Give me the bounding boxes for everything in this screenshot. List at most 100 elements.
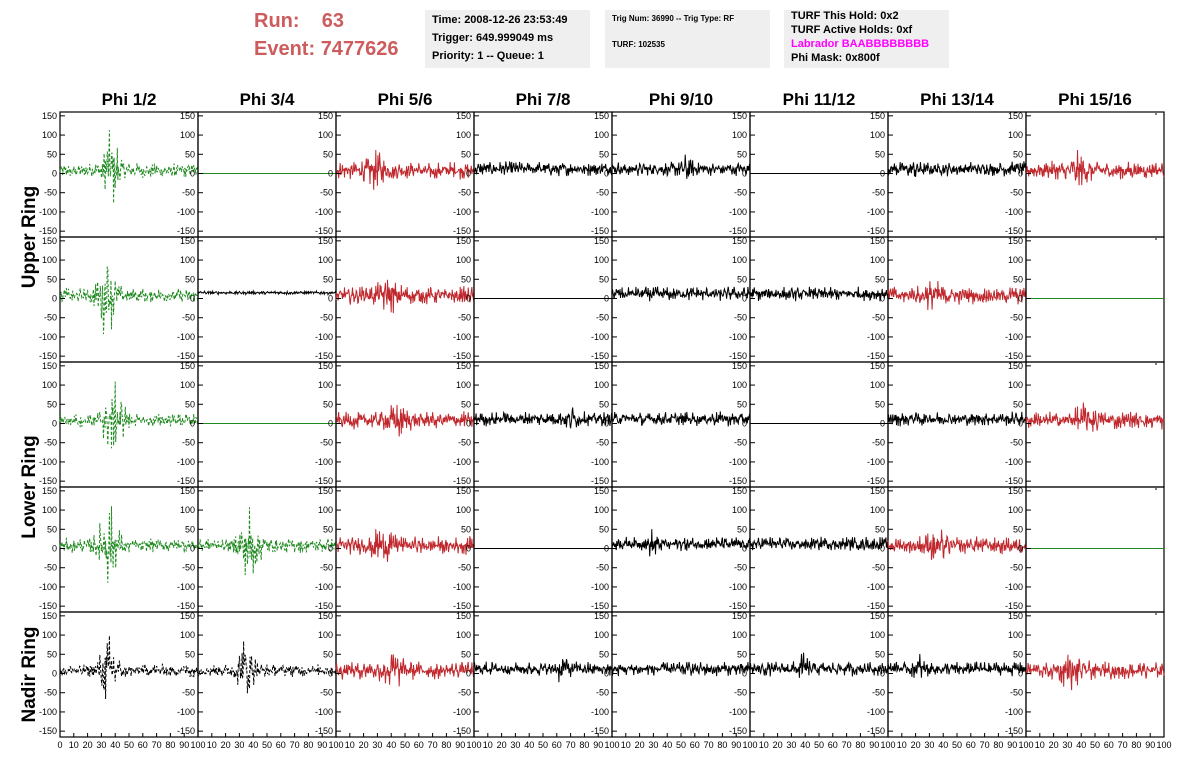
waveform-trace	[749, 652, 889, 678]
waveform-panel-r4-c2: 150 100 50 0 -50 -100 -150	[177, 486, 337, 613]
y-tick-label: 100	[318, 255, 333, 265]
y-tick-label: 50	[185, 399, 195, 409]
panel-frame	[473, 361, 613, 488]
y-tick-label: 100	[1008, 505, 1023, 515]
waveform-trace	[197, 641, 337, 694]
panel-frame	[1025, 236, 1165, 363]
x-tick-label: 70	[1118, 740, 1128, 750]
waveform-panel-r1-c4: 150 100 50 0 -50 -100 -150	[453, 111, 613, 238]
y-tick-label: 100	[594, 130, 609, 140]
y-tick-label: 150	[42, 236, 57, 246]
waveform-panel-r3-c6: 150 100 50 0 -50 -100 -150	[729, 361, 889, 488]
y-tick-label: 0	[466, 419, 471, 429]
trigger-time: Trigger: 649.999049 ms	[432, 32, 554, 44]
waveform-panel-r2-c8: 150 100 50 0 -50 -100 -150	[1005, 236, 1165, 363]
y-tick-label: -100	[867, 707, 885, 717]
y-tick-label: -50	[872, 313, 885, 323]
y-tick-label: 0	[880, 169, 885, 179]
y-tick-label: 0	[52, 169, 57, 179]
y-tick-label: -50	[1010, 563, 1023, 573]
y-tick-label: -50	[872, 438, 885, 448]
y-tick-label: 100	[318, 380, 333, 390]
y-tick-label: -100	[453, 707, 471, 717]
x-tick-label: 20	[635, 740, 645, 750]
x-tick-label: 20	[911, 740, 921, 750]
x-tick-label: 90	[593, 740, 603, 750]
x-tick-label: 80	[165, 740, 175, 750]
y-tick-label: 0	[52, 419, 57, 429]
panel-frame	[473, 236, 613, 363]
y-tick-label: 100	[594, 505, 609, 515]
y-tick-label: 100	[870, 130, 885, 140]
y-tick-label: -150	[1005, 601, 1023, 611]
x-tick-label: 100	[1018, 740, 1033, 750]
y-tick-label: 0	[328, 544, 333, 554]
y-tick-label: 150	[870, 486, 885, 496]
y-tick-label: -100	[315, 332, 333, 342]
y-tick-label: 150	[456, 486, 471, 496]
y-tick-label: 0	[466, 669, 471, 679]
y-tick-label: 0	[190, 669, 195, 679]
x-tick-label: 90	[455, 740, 465, 750]
x-tick-label: 50	[814, 740, 824, 750]
y-tick-label: 100	[594, 630, 609, 640]
y-tick-label: -100	[315, 457, 333, 467]
y-tick-label: -50	[44, 438, 57, 448]
waveform-panel-r2-c5: 150 100 50 0 -50 -100 -150	[591, 236, 751, 363]
y-tick-label: 0	[742, 419, 747, 429]
y-tick-label: -150	[867, 226, 885, 236]
y-tick-label: 0	[604, 419, 609, 429]
waveform-panel-r5-c7: 150 100 50 0 -50 -100 -150	[867, 611, 1027, 738]
y-tick-label: -100	[591, 707, 609, 717]
y-tick-label: 0	[52, 544, 57, 554]
y-tick-label: 0	[880, 669, 885, 679]
panel-frame	[59, 611, 199, 738]
y-tick-label: 100	[732, 630, 747, 640]
y-tick-label: -100	[177, 457, 195, 467]
y-tick-label: -50	[872, 688, 885, 698]
y-tick-label: 50	[1013, 524, 1023, 534]
y-tick-label: 150	[732, 111, 747, 121]
y-tick-label: -50	[734, 313, 747, 323]
y-tick-label: 50	[599, 649, 609, 659]
y-tick-label: 0	[190, 169, 195, 179]
waveform-trace	[197, 289, 337, 296]
y-tick-label: 50	[461, 274, 471, 284]
x-tick-label: 50	[1090, 740, 1100, 750]
y-tick-label: -50	[1010, 313, 1023, 323]
waveform-panel-r4-c3: 150 100 50 0 -50 -100 -150	[315, 486, 475, 613]
y-tick-label: -100	[177, 207, 195, 217]
y-tick-label: 100	[1008, 630, 1023, 640]
y-tick-label: 50	[1013, 149, 1023, 159]
x-tick-label: 40	[248, 740, 258, 750]
y-tick-label: -150	[591, 726, 609, 736]
turf-id: TURF: 102535	[612, 40, 665, 49]
y-tick-label: 100	[180, 505, 195, 515]
panel-frame	[197, 361, 337, 488]
y-tick-label: 150	[180, 611, 195, 621]
y-tick-label: -50	[44, 313, 57, 323]
panel-frame	[59, 111, 199, 238]
y-tick-label: 150	[456, 236, 471, 246]
x-tick-label: 40	[524, 740, 534, 750]
x-tick-label: 70	[704, 740, 714, 750]
y-tick-label: 50	[323, 524, 333, 534]
trigger-info-box: Trig Num: 36990 -- Trig Type: RF TURF: 1…	[605, 10, 770, 68]
y-tick-label: 0	[742, 544, 747, 554]
panel-frame	[749, 111, 889, 238]
event-time-info-box: Time: 2008-12-26 23:53:49 Trigger: 649.9…	[425, 10, 590, 68]
x-tick-label: 100	[190, 740, 205, 750]
y-tick-label: -50	[320, 313, 333, 323]
y-tick-label: -150	[1005, 351, 1023, 361]
waveform-panel-r5-c2: 150 100 50 0 -50 -100 -150	[177, 611, 337, 738]
y-tick-label: 150	[318, 236, 333, 246]
y-tick-label: -150	[315, 226, 333, 236]
run-value: 63	[321, 10, 345, 32]
y-tick-label: -150	[39, 351, 57, 361]
y-tick-label: 50	[599, 274, 609, 284]
x-tick-label: 40	[800, 740, 810, 750]
y-tick-label: 150	[594, 236, 609, 246]
y-tick-label: -50	[320, 188, 333, 198]
waveform-trace	[1025, 149, 1165, 186]
y-tick-label: 50	[1013, 274, 1023, 284]
